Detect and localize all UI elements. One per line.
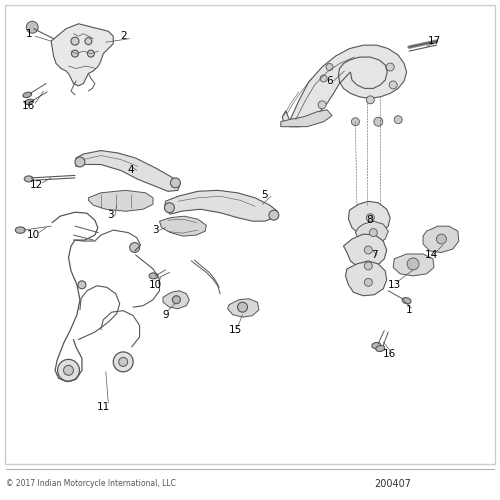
Ellipse shape [372,342,380,348]
Circle shape [58,360,80,382]
Text: 200407: 200407 [374,478,412,488]
Polygon shape [228,298,259,317]
Circle shape [370,228,378,236]
Circle shape [326,64,333,70]
Text: 3: 3 [108,210,114,220]
Circle shape [118,358,128,366]
Circle shape [394,116,402,124]
Circle shape [366,96,374,104]
Polygon shape [76,150,180,192]
Circle shape [318,101,326,109]
Polygon shape [282,45,406,126]
Polygon shape [281,110,332,126]
Text: 8: 8 [366,215,372,225]
Circle shape [172,296,180,304]
Text: 2: 2 [120,31,126,41]
Text: 9: 9 [162,310,169,320]
Text: 15: 15 [228,324,241,334]
Text: 17: 17 [428,36,440,46]
Circle shape [170,178,180,188]
Text: 14: 14 [425,250,438,260]
Ellipse shape [376,346,384,352]
Text: 12: 12 [30,180,43,190]
Circle shape [85,38,92,44]
Circle shape [130,242,140,252]
Polygon shape [344,234,386,269]
Circle shape [389,81,397,89]
Text: 1: 1 [406,304,412,314]
Circle shape [114,352,133,372]
Text: 6: 6 [326,76,333,86]
Circle shape [352,118,360,126]
Ellipse shape [23,92,32,98]
Circle shape [364,262,372,270]
Circle shape [366,214,374,222]
Ellipse shape [16,227,26,234]
Circle shape [71,37,79,45]
Circle shape [374,117,383,126]
Text: 13: 13 [388,280,401,290]
Polygon shape [346,261,387,296]
Polygon shape [164,190,278,221]
Circle shape [26,22,38,33]
Circle shape [78,281,86,289]
Polygon shape [160,216,206,236]
Circle shape [75,157,85,167]
Circle shape [72,50,78,57]
Text: 3: 3 [152,225,159,235]
Text: © 2017 Indian Motorcycle International, LLC: © 2017 Indian Motorcycle International, … [6,479,176,488]
Circle shape [64,366,74,376]
Circle shape [88,50,94,57]
Ellipse shape [149,273,158,279]
Polygon shape [163,291,190,308]
Text: 1: 1 [26,28,32,38]
Polygon shape [51,24,114,86]
Ellipse shape [402,298,411,304]
Text: 5: 5 [262,190,268,200]
Text: 10: 10 [27,230,40,240]
Ellipse shape [24,176,33,182]
Text: 7: 7 [371,250,378,260]
Circle shape [238,302,248,312]
Circle shape [320,75,327,82]
Circle shape [407,258,419,270]
Circle shape [436,234,446,244]
Circle shape [386,63,394,71]
Text: 4: 4 [128,166,134,175]
Polygon shape [393,254,434,276]
Polygon shape [356,221,388,244]
Polygon shape [348,202,390,236]
Text: 11: 11 [96,402,110,411]
Ellipse shape [25,99,34,104]
Polygon shape [423,226,459,252]
Circle shape [269,210,279,220]
Circle shape [364,246,372,254]
Circle shape [364,278,372,286]
Circle shape [164,203,174,212]
Polygon shape [88,190,153,211]
Text: 16: 16 [382,350,396,360]
Text: 10: 10 [149,280,162,290]
Text: 16: 16 [22,101,36,111]
